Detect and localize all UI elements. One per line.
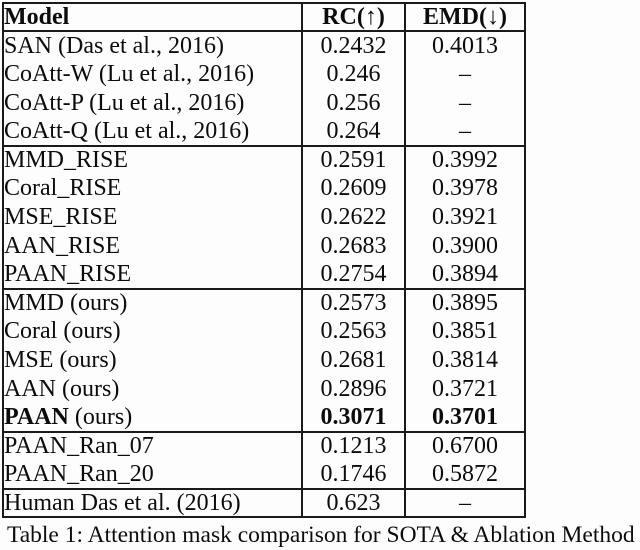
table-row: Human Das et al. (2016) 0.623– <box>3 488 525 518</box>
emd-cell: 0.3895 <box>404 288 525 318</box>
rc-cell: 0.2432 <box>301 31 405 60</box>
results-table: Model RC(↑) EMD(↓) SAN (Das et al., 2016… <box>2 2 526 519</box>
table-row: CoAtt-W (Lu et al., 2016) 0.246– <box>3 59 525 89</box>
rc-cell: 0.2591 <box>301 145 405 175</box>
emd-cell: 0.3992 <box>404 145 525 175</box>
emd-cell: – <box>404 488 525 518</box>
header-row: Model RC(↑) EMD(↓) <box>3 3 525 32</box>
emd-cell: 0.3721 <box>404 374 525 404</box>
emd-cell: 0.3921 <box>404 202 525 232</box>
emd-cell: 0.6700 <box>404 431 525 461</box>
model-cell: AAN (ours) <box>4 375 120 402</box>
table-row: PAAN_Ran_07 0.1213 0.6700 <box>3 431 525 461</box>
model-cell: Coral (ours) <box>4 318 121 345</box>
model-cell: SAN (Das et al., 2016) <box>4 32 224 59</box>
table-row: CoAtt-Q (Lu et al., 2016) 0.264– <box>3 117 525 146</box>
rc-cell: 0.2609 <box>301 174 405 203</box>
rc-cell: 0.256 <box>301 88 405 118</box>
rc-cell: 0.2683 <box>301 231 405 261</box>
table-row: PAAN_RISE 0.2754 0.3894 <box>3 260 525 289</box>
model-cell: CoAtt-Q (Lu et al., 2016) <box>4 117 250 144</box>
model-cell: PAAN (ours) <box>4 403 133 430</box>
table-row: MMD_RISE 0.2591 0.3992 <box>3 145 525 175</box>
model-cell: CoAtt-W (Lu et al., 2016) <box>4 61 255 88</box>
table-body: SAN (Das et al., 2016) 0.2432 0.4013 CoAtt-… <box>3 31 525 518</box>
table-row: AAN (ours) 0.2896 0.3721 <box>3 374 525 404</box>
table-row: Coral (ours) 0.2563 0.3851 <box>3 317 525 346</box>
header-emd: EMD(↓) <box>404 3 525 32</box>
emd-cell: – <box>404 59 525 89</box>
model-cell: AAN_RISE <box>4 232 121 259</box>
rc-cell: 0.246 <box>301 59 405 89</box>
table-row: PAAN (ours) 0.3071 0.3701 <box>3 403 525 432</box>
model-cell: PAAN_RISE <box>4 260 132 287</box>
emd-cell: 0.3900 <box>404 231 525 261</box>
model-cell: Human Das et al. (2016) <box>4 489 241 516</box>
model-cell: MSE_RISE <box>4 204 118 231</box>
table-row: MMD (ours) 0.2573 0.3895 <box>3 288 525 318</box>
table-row: MSE (ours) 0.2681 0.3814 <box>3 345 525 375</box>
model-cell: PAAN_Ran_20 <box>4 460 154 487</box>
table-header: Model RC(↑) EMD(↓) <box>3 3 525 32</box>
model-cell: PAAN_Ran_07 <box>4 433 154 460</box>
rc-cell: 0.623 <box>301 488 405 518</box>
table-row: PAAN_Ran_20 0.1746 0.5872 <box>3 460 525 489</box>
rc-cell: 0.3071 <box>301 403 405 432</box>
emd-cell: – <box>404 88 525 118</box>
table-row: CoAtt-P (Lu et al., 2016) 0.256– <box>3 88 525 118</box>
table-caption: Table 1: Attention mask comparison for S… <box>7 522 635 548</box>
rc-cell: 0.2681 <box>301 345 405 375</box>
emd-cell: 0.3851 <box>404 317 525 346</box>
emd-cell: – <box>404 117 525 146</box>
rc-cell: 0.2622 <box>301 202 405 232</box>
model-cell: MSE (ours) <box>4 347 117 374</box>
rc-cell: 0.2573 <box>301 288 405 318</box>
rc-cell: 0.2754 <box>301 260 405 289</box>
emd-cell: 0.3894 <box>404 260 525 289</box>
rc-cell: 0.2563 <box>301 317 405 346</box>
table-row: MSE_RISE 0.2622 0.3921 <box>3 202 525 232</box>
emd-cell: 0.3701 <box>404 403 525 432</box>
emd-cell: 0.5872 <box>404 460 525 489</box>
model-cell: Coral_RISE <box>4 175 122 202</box>
header-rc: RC(↑) <box>301 3 405 32</box>
emd-cell: 0.3978 <box>404 174 525 203</box>
model-cell: CoAtt-P (Lu et al., 2016) <box>4 89 245 116</box>
model-cell: MMD_RISE <box>4 147 129 174</box>
table-row: SAN (Das et al., 2016) 0.2432 0.4013 <box>3 31 525 60</box>
rc-cell: 0.1213 <box>301 431 405 461</box>
header-model: Model <box>4 4 70 30</box>
table-row: AAN_RISE 0.2683 0.3900 <box>3 231 525 261</box>
emd-cell: 0.4013 <box>404 31 525 60</box>
rc-cell: 0.2896 <box>301 374 405 404</box>
model-cell: MMD (ours) <box>4 290 128 317</box>
rc-cell: 0.264 <box>301 117 405 146</box>
emd-cell: 0.3814 <box>404 345 525 375</box>
table-row: Coral_RISE 0.2609 0.3978 <box>3 174 525 203</box>
rc-cell: 0.1746 <box>301 460 405 489</box>
